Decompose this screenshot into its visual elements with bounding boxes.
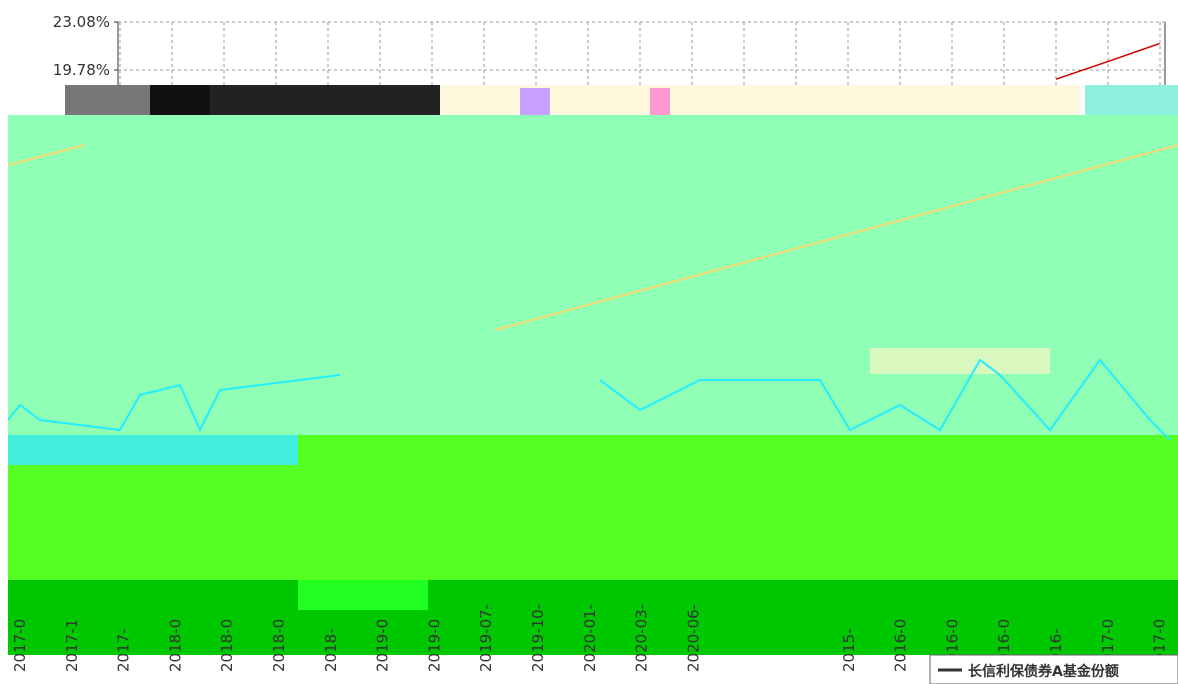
- glitch-squiggle: [7, 358, 1171, 441]
- x-tick-label: 2019-10-: [529, 604, 547, 672]
- legend: 长信利保债券A基金份额: [929, 654, 1178, 684]
- x-tick-label: 2018-0: [218, 619, 236, 672]
- x-tick-label: 2018-0: [166, 619, 184, 672]
- x-tick-label: 2018-0: [270, 619, 288, 672]
- glitch-block: [870, 348, 1050, 374]
- glitch-block: [1085, 85, 1178, 115]
- glitch-block: [150, 85, 210, 115]
- x-tick-label: 2019-07-: [477, 604, 495, 672]
- glitch-line: [7, 144, 1178, 331]
- legend-box: [929, 654, 1178, 684]
- glitch-block: [8, 435, 298, 465]
- glitch-block: [650, 88, 670, 115]
- x-tick-label: 2020-01-: [581, 604, 599, 672]
- glitch-block: [298, 580, 428, 610]
- legend-label: 长信利保债券A基金份额: [968, 663, 1119, 680]
- x-tick-label: 2016-0: [892, 619, 910, 672]
- x-tick-label: 2017-0: [11, 619, 29, 672]
- glitch-block: [210, 85, 440, 115]
- x-tick-label: 2015-: [840, 628, 858, 672]
- x-tick-label: 2017-: [115, 628, 133, 672]
- x-tick-label: 2019-0: [374, 619, 392, 672]
- glitch-block: [65, 85, 150, 115]
- x-tick-label: 2019-0: [425, 619, 443, 672]
- glitch-block: [8, 115, 1178, 435]
- x-tick-label: 2020-06-: [684, 604, 702, 672]
- y-tick-label: 19.78%: [53, 61, 110, 79]
- x-tick-label: 2018-: [322, 628, 340, 672]
- y-tick-label: 23.08%: [53, 13, 110, 31]
- glitch-block: [520, 88, 550, 115]
- glitch-block: [8, 580, 1178, 655]
- x-tick-label: 2020-03-: [633, 604, 651, 672]
- x-tick-label: 2017-1: [63, 619, 81, 672]
- series-line: [1055, 42, 1160, 80]
